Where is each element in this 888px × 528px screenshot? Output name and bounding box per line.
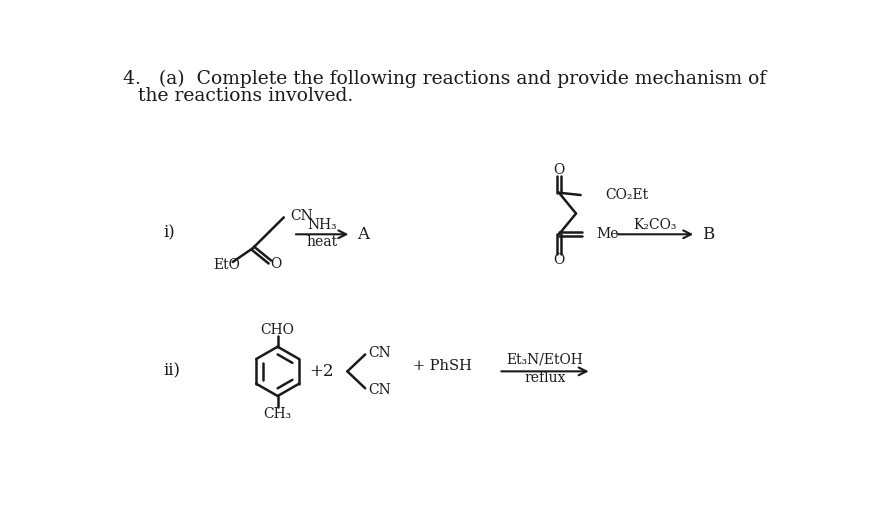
Text: i): i) <box>163 224 176 241</box>
Text: A: A <box>357 226 369 243</box>
Text: K₂CO₃: K₂CO₃ <box>633 218 677 232</box>
Text: EtO: EtO <box>213 258 240 272</box>
Text: + PhSH: + PhSH <box>413 359 472 373</box>
Text: O: O <box>553 163 565 177</box>
Text: 4.   (a)  Complete the following reactions and provide mechanism of: 4. (a) Complete the following reactions … <box>123 70 765 88</box>
Text: +2: +2 <box>310 363 334 380</box>
Text: heat: heat <box>306 235 337 249</box>
Text: CN: CN <box>369 383 391 397</box>
Text: the reactions involved.: the reactions involved. <box>139 87 353 105</box>
Text: CHO: CHO <box>261 323 295 337</box>
Text: CN: CN <box>290 209 313 223</box>
Text: Me: Me <box>596 227 619 241</box>
Text: O: O <box>271 257 281 270</box>
Text: CH₃: CH₃ <box>264 408 291 421</box>
Text: reflux: reflux <box>524 371 566 384</box>
Text: O: O <box>553 253 565 267</box>
Text: Et₃N/EtOH: Et₃N/EtOH <box>507 353 583 367</box>
Text: CO₂Et: CO₂Et <box>606 188 648 202</box>
Text: NH₃: NH₃ <box>307 218 337 232</box>
Text: B: B <box>702 226 714 243</box>
Text: CN: CN <box>369 346 391 360</box>
Text: ii): ii) <box>163 363 180 380</box>
